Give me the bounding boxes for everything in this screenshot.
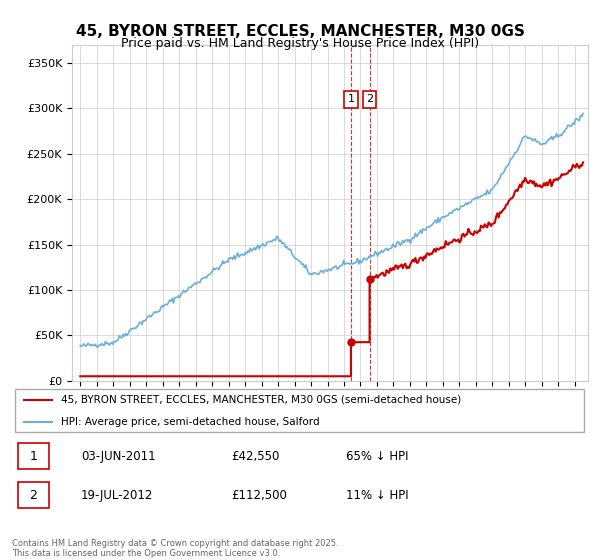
Text: 2: 2 bbox=[366, 94, 373, 104]
Text: 19-JUL-2012: 19-JUL-2012 bbox=[81, 489, 154, 502]
Text: 2: 2 bbox=[29, 489, 37, 502]
Bar bbox=[18, 482, 49, 508]
Text: 11% ↓ HPI: 11% ↓ HPI bbox=[346, 489, 409, 502]
Text: Contains HM Land Registry data © Crown copyright and database right 2025.
This d: Contains HM Land Registry data © Crown c… bbox=[12, 539, 338, 558]
Text: 45, BYRON STREET, ECCLES, MANCHESTER, M30 0GS (semi-detached house): 45, BYRON STREET, ECCLES, MANCHESTER, M3… bbox=[61, 395, 461, 405]
Text: Price paid vs. HM Land Registry's House Price Index (HPI): Price paid vs. HM Land Registry's House … bbox=[121, 37, 479, 50]
Text: HPI: Average price, semi-detached house, Salford: HPI: Average price, semi-detached house,… bbox=[61, 417, 320, 427]
Text: 65% ↓ HPI: 65% ↓ HPI bbox=[346, 450, 409, 463]
Text: £112,500: £112,500 bbox=[231, 489, 287, 502]
Bar bbox=[18, 444, 49, 469]
Text: 03-JUN-2011: 03-JUN-2011 bbox=[81, 450, 156, 463]
Text: 1: 1 bbox=[347, 94, 355, 104]
Text: 1: 1 bbox=[29, 450, 37, 463]
Text: 45, BYRON STREET, ECCLES, MANCHESTER, M30 0GS: 45, BYRON STREET, ECCLES, MANCHESTER, M3… bbox=[76, 24, 524, 39]
Text: £42,550: £42,550 bbox=[231, 450, 279, 463]
